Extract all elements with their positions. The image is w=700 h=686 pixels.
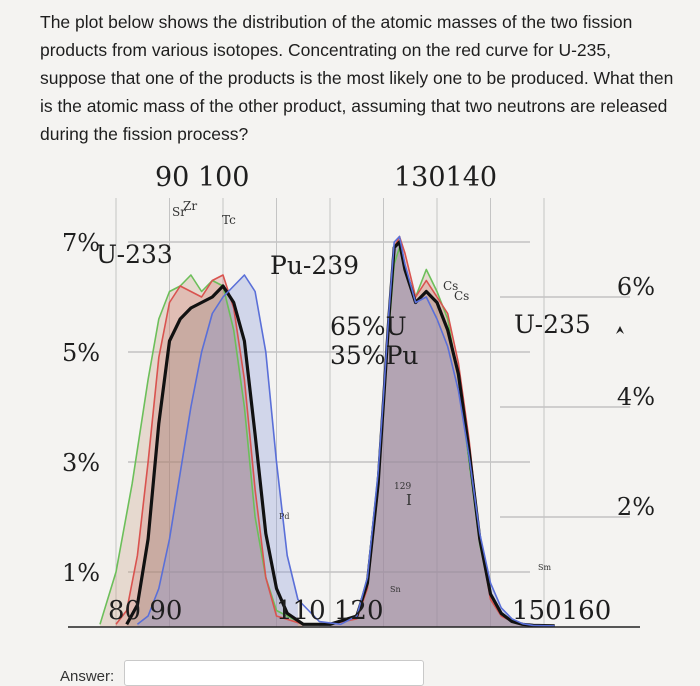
series-line-pu-239	[136, 235, 555, 627]
left-tick-label-1: 5%	[62, 339, 100, 367]
annotation-35pu: 35%Pu	[330, 341, 419, 370]
annotation-sm: Sm	[538, 563, 551, 572]
series-lines	[99, 235, 555, 628]
annotation-sr: Sr	[172, 205, 186, 219]
left-tick-label-3: 1%	[62, 559, 100, 587]
area-pu-239-1	[319, 236, 555, 627]
area-u-235-0	[116, 275, 304, 627]
area-pu-239-0	[137, 275, 298, 627]
annotation-cs-1: Cs	[443, 279, 458, 293]
area-65-u-35-pu-1	[330, 242, 555, 627]
bottom-tick-label-2: 150160	[512, 596, 611, 626]
annotation-129: 129	[394, 482, 411, 492]
annotation-iodine: I	[406, 491, 412, 509]
right-tick-label-2: 2%	[617, 493, 655, 521]
arrow-icon	[616, 326, 624, 334]
annotation-tc: Tc	[222, 213, 236, 227]
bottom-tick-label-1: 110 120	[276, 596, 384, 626]
bottom-tick-label-0: 80 90	[108, 596, 182, 626]
series-areas	[99, 236, 555, 627]
annotation-u235: U-235	[514, 310, 591, 339]
left-tick-label-2: 3%	[62, 449, 100, 477]
right-tick-label-1: 4%	[617, 383, 655, 411]
annotation-u233: U-233	[96, 240, 173, 269]
top-tick-label-1: 130140	[394, 162, 497, 193]
area-u-233-1	[330, 247, 555, 627]
right-tick-label-0: 6%	[617, 273, 655, 301]
top-tick-label-0: 90 100	[155, 162, 249, 193]
question-text: The plot below shows the distribution of…	[40, 12, 674, 144]
left-tick-label-0: 7%	[62, 229, 100, 257]
annotation-pd: Pd	[279, 512, 290, 521]
annotation-sn: Sn	[390, 585, 401, 594]
fission-yield-chart: 7% 5% 3% 1% 6% 4% 2% 90 100 130140 80 90 110 120 15…	[62, 162, 655, 628]
annotation-65u: 65%U	[330, 312, 407, 341]
answer-input[interactable]	[124, 660, 424, 686]
annotation-pu239: Pu-239	[270, 251, 359, 280]
area-u-233-0	[99, 275, 304, 627]
annotation-cs-2: Cs	[454, 289, 469, 303]
annotation-zr: Zr	[183, 199, 197, 213]
area-u-235-1	[330, 236, 555, 627]
answer-label: Answer:	[60, 668, 115, 685]
